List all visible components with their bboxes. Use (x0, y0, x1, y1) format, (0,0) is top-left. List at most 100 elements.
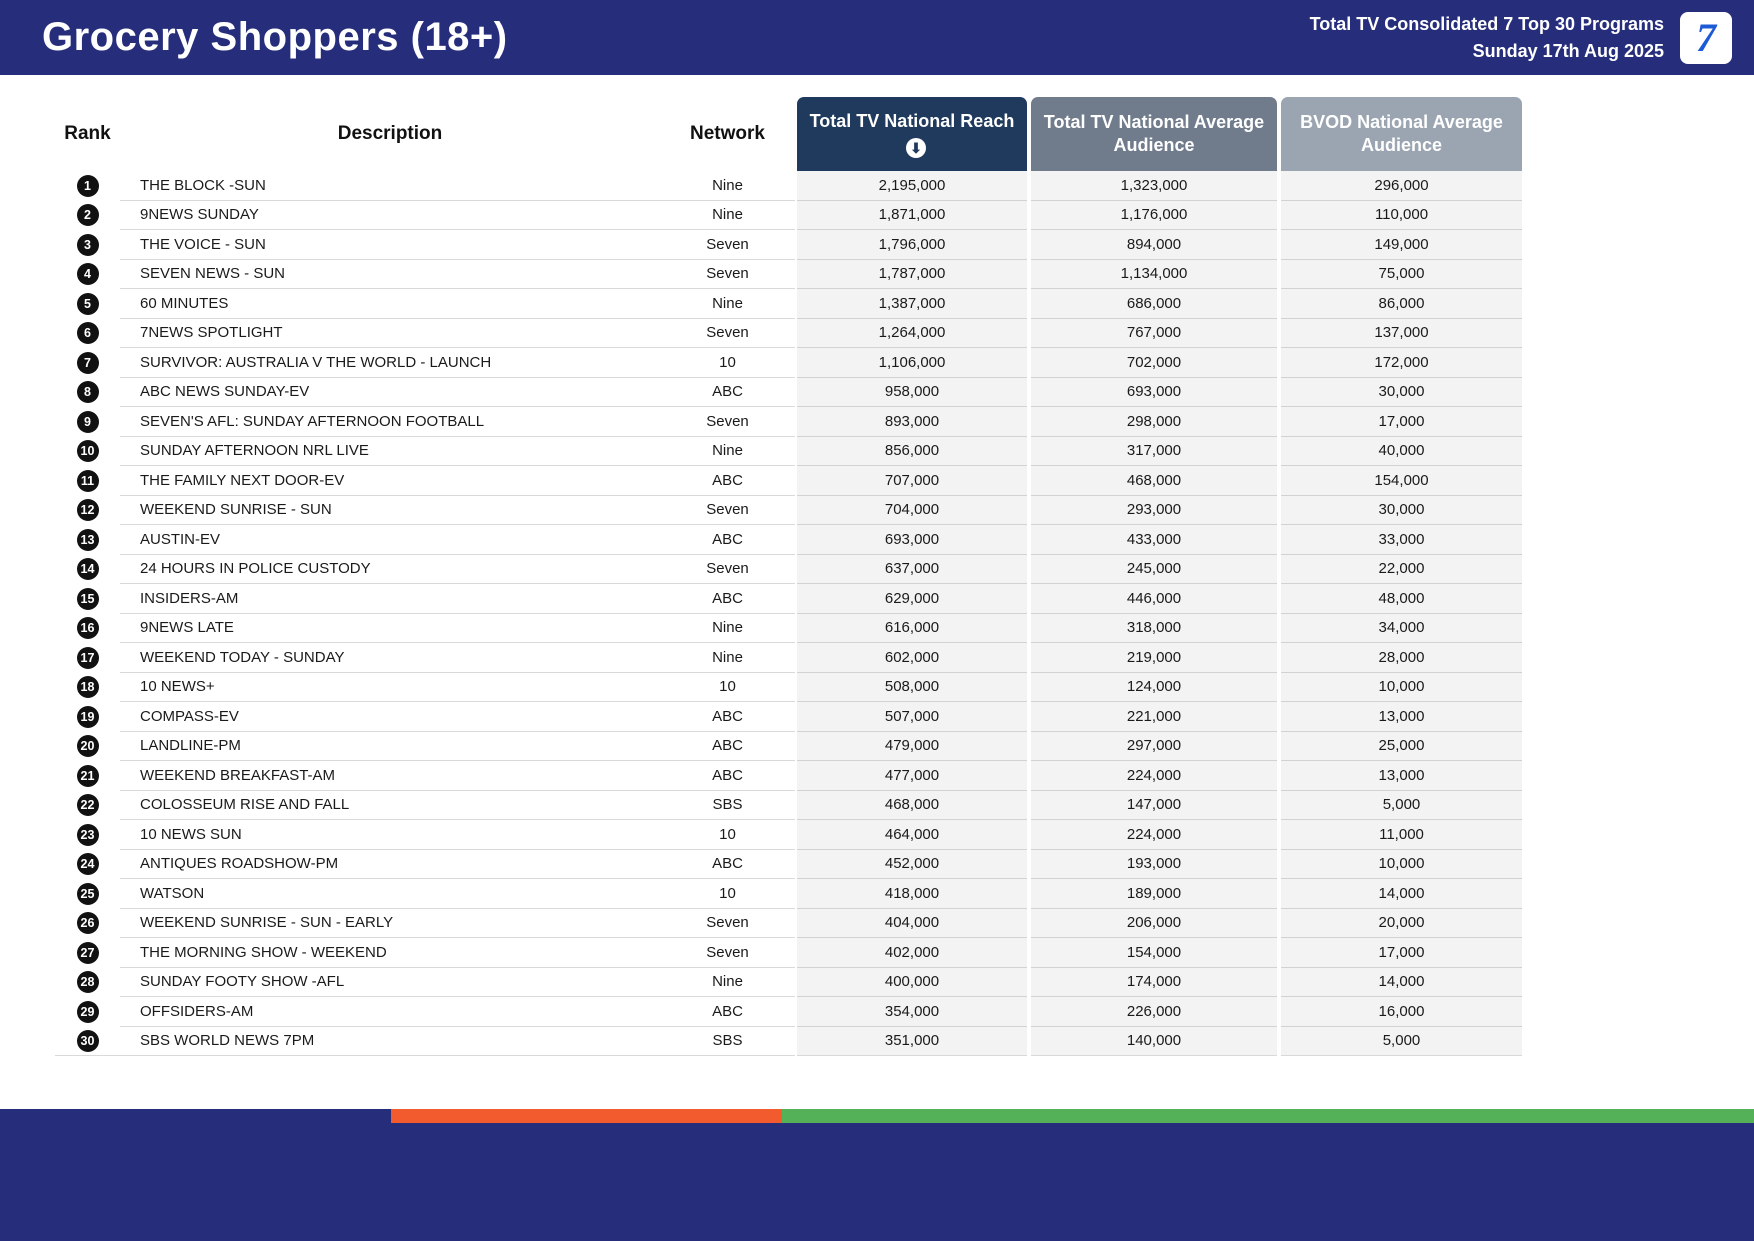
bvod-audience-cell: 172,000 (1281, 348, 1522, 378)
table-row: 28 SUNDAY FOOTY SHOW -AFL Nine 400,000 174,0… (55, 967, 1524, 998)
description-cell: SEVEN'S AFL: SUNDAY AFTERNOON FOOTBALL (120, 407, 660, 437)
rank-cell: 22 (55, 791, 120, 821)
reach-cell: 693,000 (797, 525, 1027, 555)
table-body: 1 THE BLOCK -SUN Nine 2,195,000 1,323,000 296… (55, 171, 1524, 1056)
rank-badge: 25 (76, 882, 99, 905)
reach-header-label: Total TV National Reach (809, 111, 1015, 132)
bvod-audience-cell: 154,000 (1281, 466, 1522, 496)
reach-cell: 468,000 (797, 790, 1027, 820)
description-cell: INSIDERS-AM (120, 584, 660, 614)
average-audience-cell: 193,000 (1031, 849, 1277, 879)
table-row: 20 LANDLINE-PM ABC 479,000 297,000 25,000 (55, 731, 1524, 761)
rank-cell: 8 (55, 378, 120, 408)
sort-descending-icon[interactable]: ⬇ (906, 137, 926, 158)
rank-cell: 15 (55, 584, 120, 614)
reach-cell: 2,195,000 (797, 171, 1027, 201)
column-header-network: Network (690, 123, 765, 144)
average-audience-cell: 245,000 (1031, 554, 1277, 584)
network-cell: ABC (660, 732, 795, 761)
rank-cell: 14 (55, 555, 120, 585)
network-cell: ABC (660, 761, 795, 791)
rank-badge: 29 (76, 1000, 99, 1023)
average-audience-cell: 219,000 (1031, 643, 1277, 673)
seven-logo-text: 7 (1696, 15, 1716, 60)
reach-cell: 893,000 (797, 407, 1027, 437)
average-audience-cell: 206,000 (1031, 908, 1277, 938)
reach-cell: 1,871,000 (797, 200, 1027, 230)
bvod-audience-cell: 20,000 (1281, 908, 1522, 938)
column-header-total-tv-national-reach[interactable]: Total TV National Reach ⬇ (797, 97, 1027, 171)
rank-badge: 12 (76, 499, 99, 522)
description-cell: LANDLINE-PM (120, 732, 660, 761)
reach-cell: 1,106,000 (797, 348, 1027, 378)
footer-stripe-segment (391, 1109, 783, 1123)
description-cell: THE VOICE - SUN (120, 230, 660, 260)
table-row: 9 SEVEN'S AFL: SUNDAY AFTERNOON FOOTBALL S… (55, 407, 1524, 437)
page-footer (0, 1109, 1754, 1241)
bvod-audience-cell: 17,000 (1281, 407, 1522, 437)
average-audience-cell: 433,000 (1031, 525, 1277, 555)
reach-cell: 707,000 (797, 466, 1027, 496)
rank-cell: 28 (55, 968, 120, 998)
rank-badge: 22 (76, 794, 99, 817)
description-cell: SUNDAY AFTERNOON NRL LIVE (120, 437, 660, 466)
column-header-total-tv-national-average-audience: Total TV National Average Audience (1031, 97, 1277, 171)
average-audience-cell: 189,000 (1031, 879, 1277, 909)
description-cell: SBS WORLD NEWS 7PM (120, 1027, 660, 1056)
rank-badge: 17 (76, 646, 99, 669)
rank-cell: 26 (55, 909, 120, 939)
network-cell: ABC (660, 997, 795, 1027)
reach-cell: 958,000 (797, 377, 1027, 407)
average-audience-cell: 224,000 (1031, 761, 1277, 791)
rank-cell: 24 (55, 850, 120, 880)
bvod-audience-cell: 13,000 (1281, 702, 1522, 732)
average-audience-cell: 446,000 (1031, 584, 1277, 614)
reach-cell: 452,000 (797, 849, 1027, 879)
rank-badge: 30 (76, 1029, 99, 1052)
network-cell: Seven (660, 938, 795, 968)
description-cell: AUSTIN-EV (120, 525, 660, 555)
network-cell: SBS (660, 791, 795, 820)
table-row: 26 WEEKEND SUNRISE - SUN - EARLY Seven 404,… (55, 908, 1524, 939)
rank-badge: 19 (76, 705, 99, 728)
table-header-row: Rank Description Network Total TV Nation… (55, 97, 1524, 171)
reach-cell: 1,264,000 (797, 318, 1027, 348)
rank-cell: 21 (55, 761, 120, 791)
rank-badge: 11 (76, 469, 99, 492)
average-audience-cell: 894,000 (1031, 230, 1277, 260)
bvod-audience-cell: 48,000 (1281, 584, 1522, 614)
network-cell: 10 (660, 879, 795, 909)
reach-cell: 351,000 (797, 1026, 1027, 1056)
average-audience-cell: 174,000 (1031, 967, 1277, 997)
rank-cell: 7 (55, 348, 120, 378)
rank-cell: 4 (55, 260, 120, 290)
footer-navy-bar (0, 1123, 1754, 1241)
reach-cell: 637,000 (797, 554, 1027, 584)
network-cell: ABC (660, 702, 795, 732)
description-cell: ANTIQUES ROADSHOW-PM (120, 850, 660, 879)
table-row: 19 COMPASS-EV ABC 507,000 221,000 13,000 (55, 702, 1524, 732)
rank-badge: 2 (76, 204, 99, 227)
rank-badge: 21 (76, 764, 99, 787)
top-30-programs-table: Rank Description Network Total TV Nation… (55, 97, 1524, 1056)
page-header: Grocery Shoppers (18+) Total TV Consolid… (0, 0, 1754, 75)
rank-cell: 5 (55, 289, 120, 319)
table-row: 14 24 HOURS IN POLICE CUSTODY Seven 637,000… (55, 554, 1524, 585)
average-audience-cell: 140,000 (1031, 1026, 1277, 1056)
table-row: 24 ANTIQUES ROADSHOW-PM ABC 452,000 193,000 1… (55, 849, 1524, 880)
average-audience-cell: 224,000 (1031, 820, 1277, 850)
rank-badge: 9 (76, 410, 99, 433)
description-cell: COMPASS-EV (120, 702, 660, 732)
network-cell: ABC (660, 378, 795, 407)
rank-badge: 16 (76, 617, 99, 640)
rank-badge: 10 (76, 440, 99, 463)
table-row: 16 9NEWS LATE Nine 616,000 318,000 34,000 (55, 613, 1524, 643)
reach-cell: 508,000 (797, 672, 1027, 702)
description-cell: WATSON (120, 879, 660, 909)
rank-badge: 3 (76, 233, 99, 256)
network-cell: Seven (660, 909, 795, 938)
network-cell: Nine (660, 171, 795, 201)
bvod-audience-cell: 33,000 (1281, 525, 1522, 555)
network-cell: Nine (660, 968, 795, 997)
reach-cell: 354,000 (797, 997, 1027, 1027)
